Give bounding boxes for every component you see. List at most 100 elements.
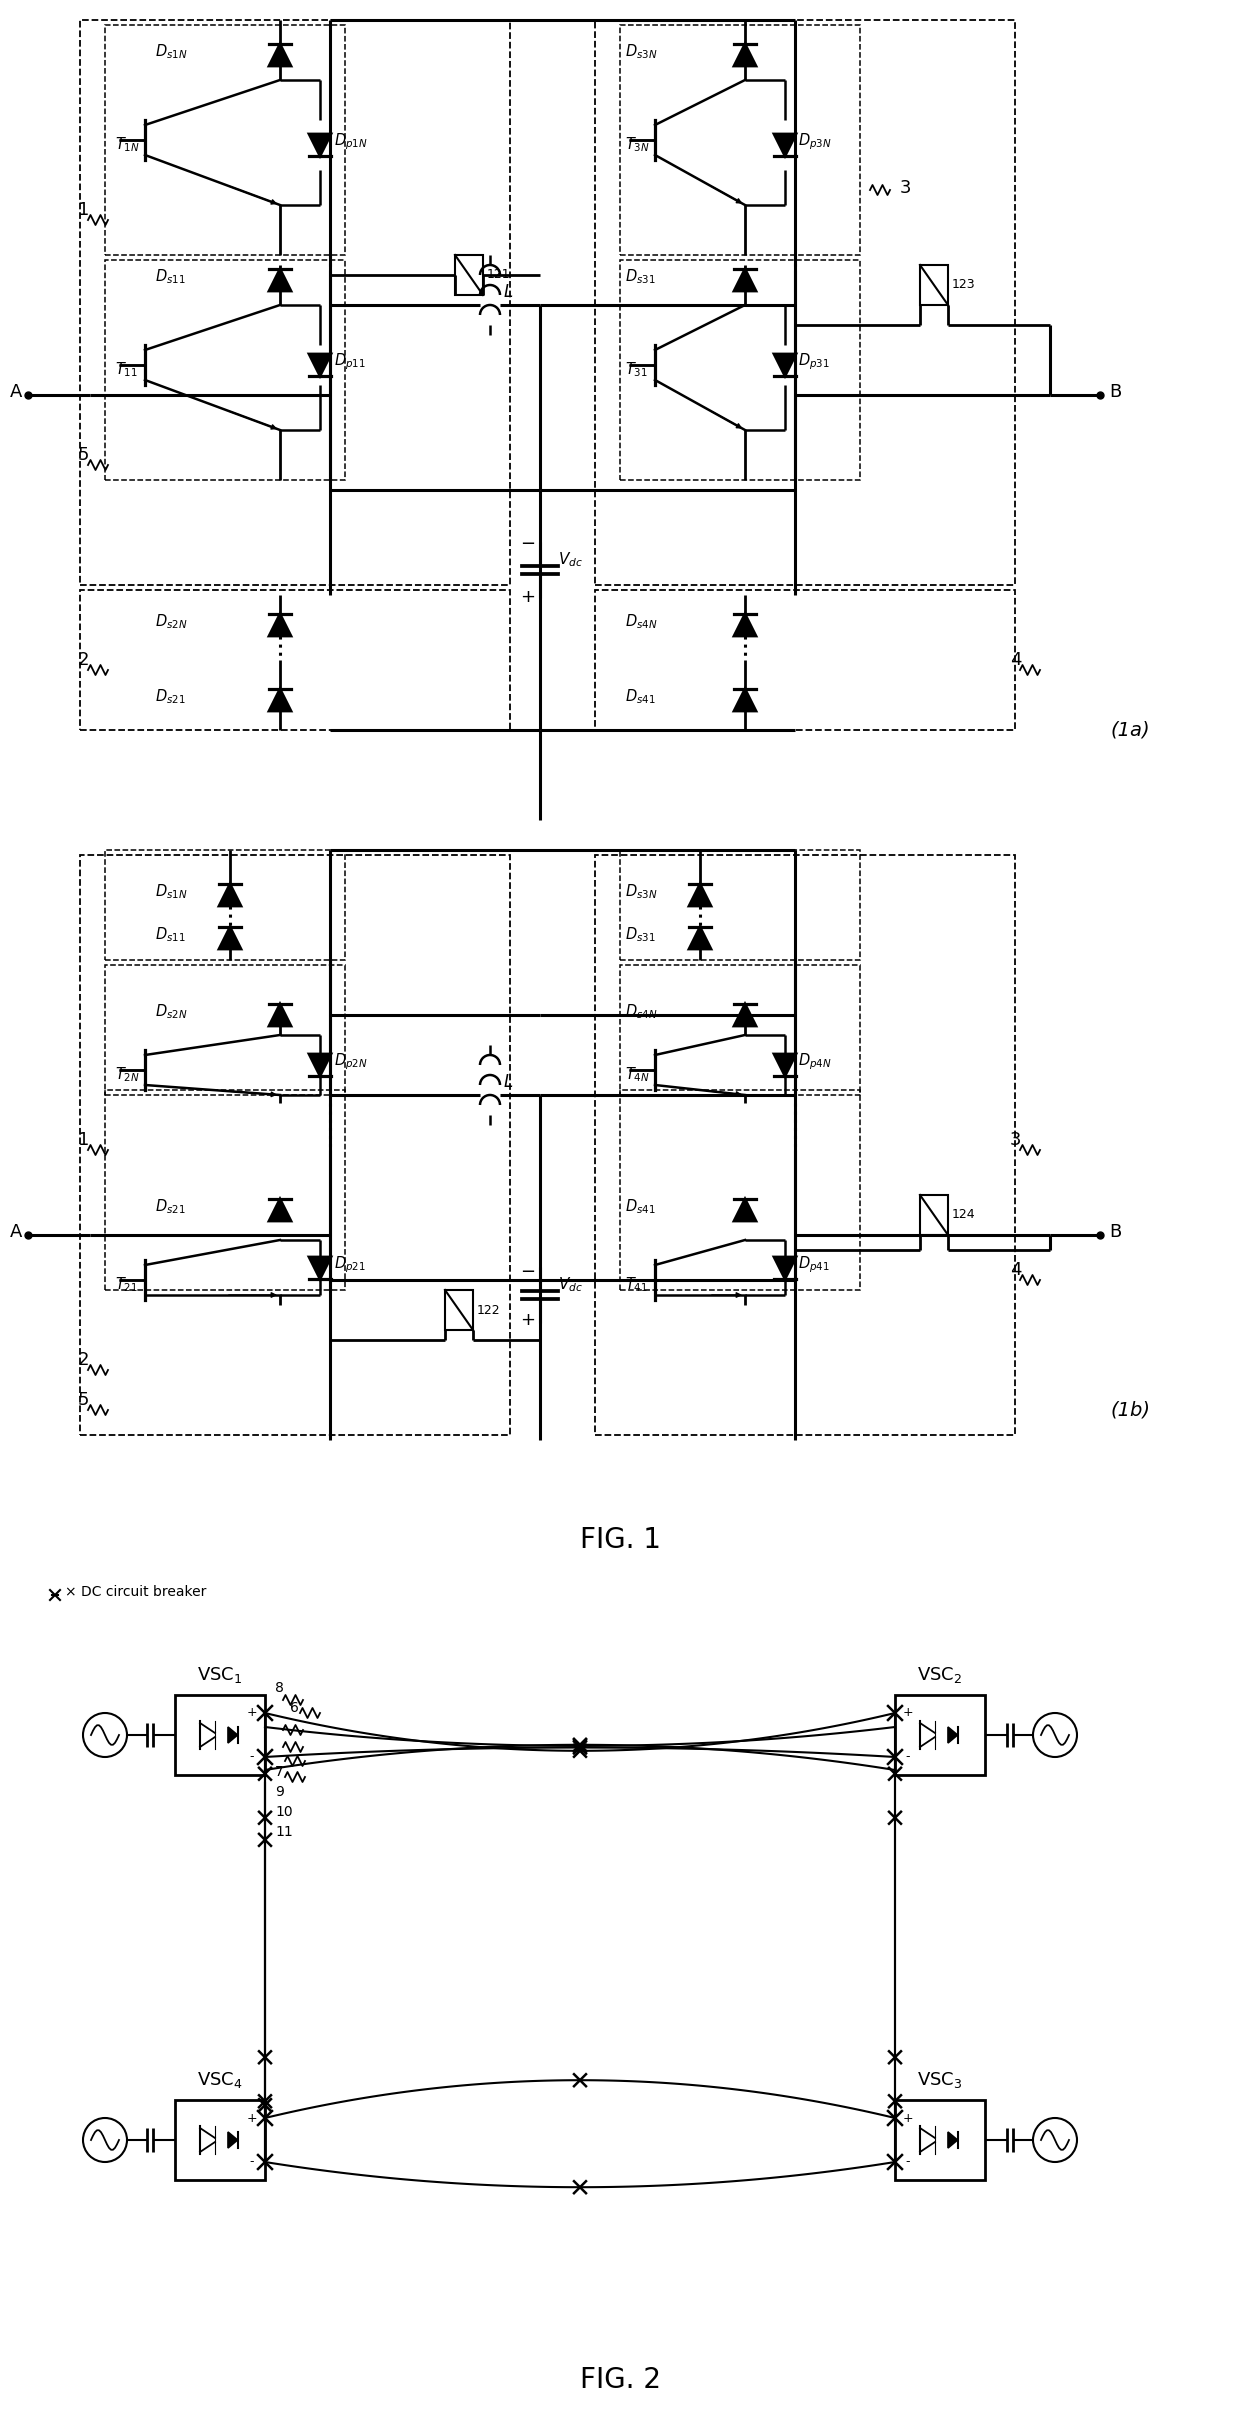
Text: (1a): (1a) [1110,720,1149,739]
Text: (1b): (1b) [1110,1401,1149,1420]
Text: $V_{dc}$: $V_{dc}$ [558,1277,583,1294]
Text: VSC$_2$: VSC$_2$ [918,1666,962,1685]
Bar [105,1090,345,1289]
Bar [105,966,345,1094]
Text: $-$: $-$ [521,533,536,552]
Text: -: - [249,1751,254,1763]
Text: $T_{11}$: $T_{11}$ [115,360,138,379]
Text: -: - [905,1751,910,1763]
Polygon shape [269,688,291,710]
Text: $T_{2N}$: $T_{2N}$ [115,1065,140,1085]
Text: $D_{s31}$: $D_{s31}$ [625,268,656,287]
Bar [81,856,510,1435]
Polygon shape [269,1199,291,1221]
Text: $D_{s4N}$: $D_{s4N}$ [625,613,657,632]
Text: $T_{31}$: $T_{31}$ [625,360,649,379]
Text: A: A [10,1223,22,1240]
Text: 2: 2 [78,652,89,669]
Bar [595,591,1016,730]
Bar [105,260,345,479]
Text: VSC$_4$: VSC$_4$ [197,2070,243,2089]
Polygon shape [774,1257,796,1279]
Bar [81,19,510,586]
Text: $+$: $+$ [521,589,536,606]
Polygon shape [734,1004,756,1026]
Bar [105,24,345,255]
Text: A: A [10,382,22,401]
Polygon shape [269,1004,291,1026]
Polygon shape [309,355,331,377]
Text: 5: 5 [78,1391,89,1408]
Text: 3: 3 [1011,1131,1022,1148]
Text: $D_{p11}$: $D_{p11}$ [334,353,366,372]
Text: $D_{p21}$: $D_{p21}$ [334,1255,366,1274]
Text: $D_{p2N}$: $D_{p2N}$ [334,1051,368,1073]
Text: $T_{1N}$: $T_{1N}$ [115,136,140,153]
Text: 5: 5 [78,445,89,465]
Bar [620,24,861,255]
Text: VSC$_1$: VSC$_1$ [197,1666,243,1685]
Polygon shape [734,688,756,710]
Polygon shape [774,134,796,156]
Text: $D_{s21}$: $D_{s21}$ [155,1197,186,1216]
Text: $D_{s41}$: $D_{s41}$ [625,1197,656,1216]
Text: 1: 1 [78,202,89,219]
Text: $T_{4N}$: $T_{4N}$ [625,1065,650,1085]
Polygon shape [309,1257,331,1279]
Text: $T_{3N}$: $T_{3N}$ [625,136,650,153]
Polygon shape [689,883,711,907]
Text: $D_{s1N}$: $D_{s1N}$ [155,44,187,61]
Text: 122: 122 [477,1304,501,1316]
Text: $T_{21}$: $T_{21}$ [115,1277,138,1294]
Polygon shape [734,1199,756,1221]
Text: 6: 6 [290,1700,299,1715]
Text: 4: 4 [1011,1262,1022,1279]
Text: -: - [905,2155,910,2169]
Text: $D_{s11}$: $D_{s11}$ [155,268,186,287]
Text: $D_{s3N}$: $D_{s3N}$ [625,44,657,61]
Text: $D_{p3N}$: $D_{p3N}$ [799,131,832,153]
Polygon shape [269,270,291,292]
Polygon shape [269,44,291,66]
Text: VSC$_3$: VSC$_3$ [918,2070,962,2089]
Text: $+$: $+$ [521,1311,536,1328]
Text: FIG. 1: FIG. 1 [579,1525,661,1554]
Text: 3: 3 [900,180,911,197]
Bar [105,851,345,961]
Polygon shape [689,927,711,948]
Bar [595,856,1016,1435]
Text: -: - [249,2155,254,2169]
Text: $D_{p41}$: $D_{p41}$ [799,1255,830,1274]
Polygon shape [309,134,331,156]
Text: 4: 4 [1011,652,1022,669]
Text: 123: 123 [952,280,976,292]
Bar [620,966,861,1094]
Text: 10: 10 [275,1805,293,1819]
Polygon shape [949,2133,957,2147]
Text: $-$: $-$ [521,1262,536,1279]
Bar [920,1194,949,1235]
Text: × DC circuit breaker: × DC circuit breaker [64,1586,206,1598]
Text: $D_{s1N}$: $D_{s1N}$ [155,883,187,902]
Polygon shape [774,1053,796,1075]
Polygon shape [219,927,241,948]
Text: +: + [903,2111,914,2126]
Polygon shape [734,270,756,292]
Bar [620,851,861,961]
Text: 9: 9 [275,1785,284,1800]
Text: $V_{dc}$: $V_{dc}$ [558,550,583,569]
Bar [895,2099,985,2179]
Bar [455,255,484,294]
Polygon shape [228,1727,238,1744]
Bar [445,1289,472,1330]
Text: $D_{p4N}$: $D_{p4N}$ [799,1051,832,1073]
Text: B: B [1109,1223,1121,1240]
Polygon shape [228,2133,238,2147]
Polygon shape [269,613,291,637]
Text: $D_{s2N}$: $D_{s2N}$ [155,1002,187,1021]
Text: 8: 8 [275,1681,284,1695]
Polygon shape [734,613,756,637]
Text: 2: 2 [78,1352,89,1369]
Bar [620,260,861,479]
Bar [81,591,510,730]
